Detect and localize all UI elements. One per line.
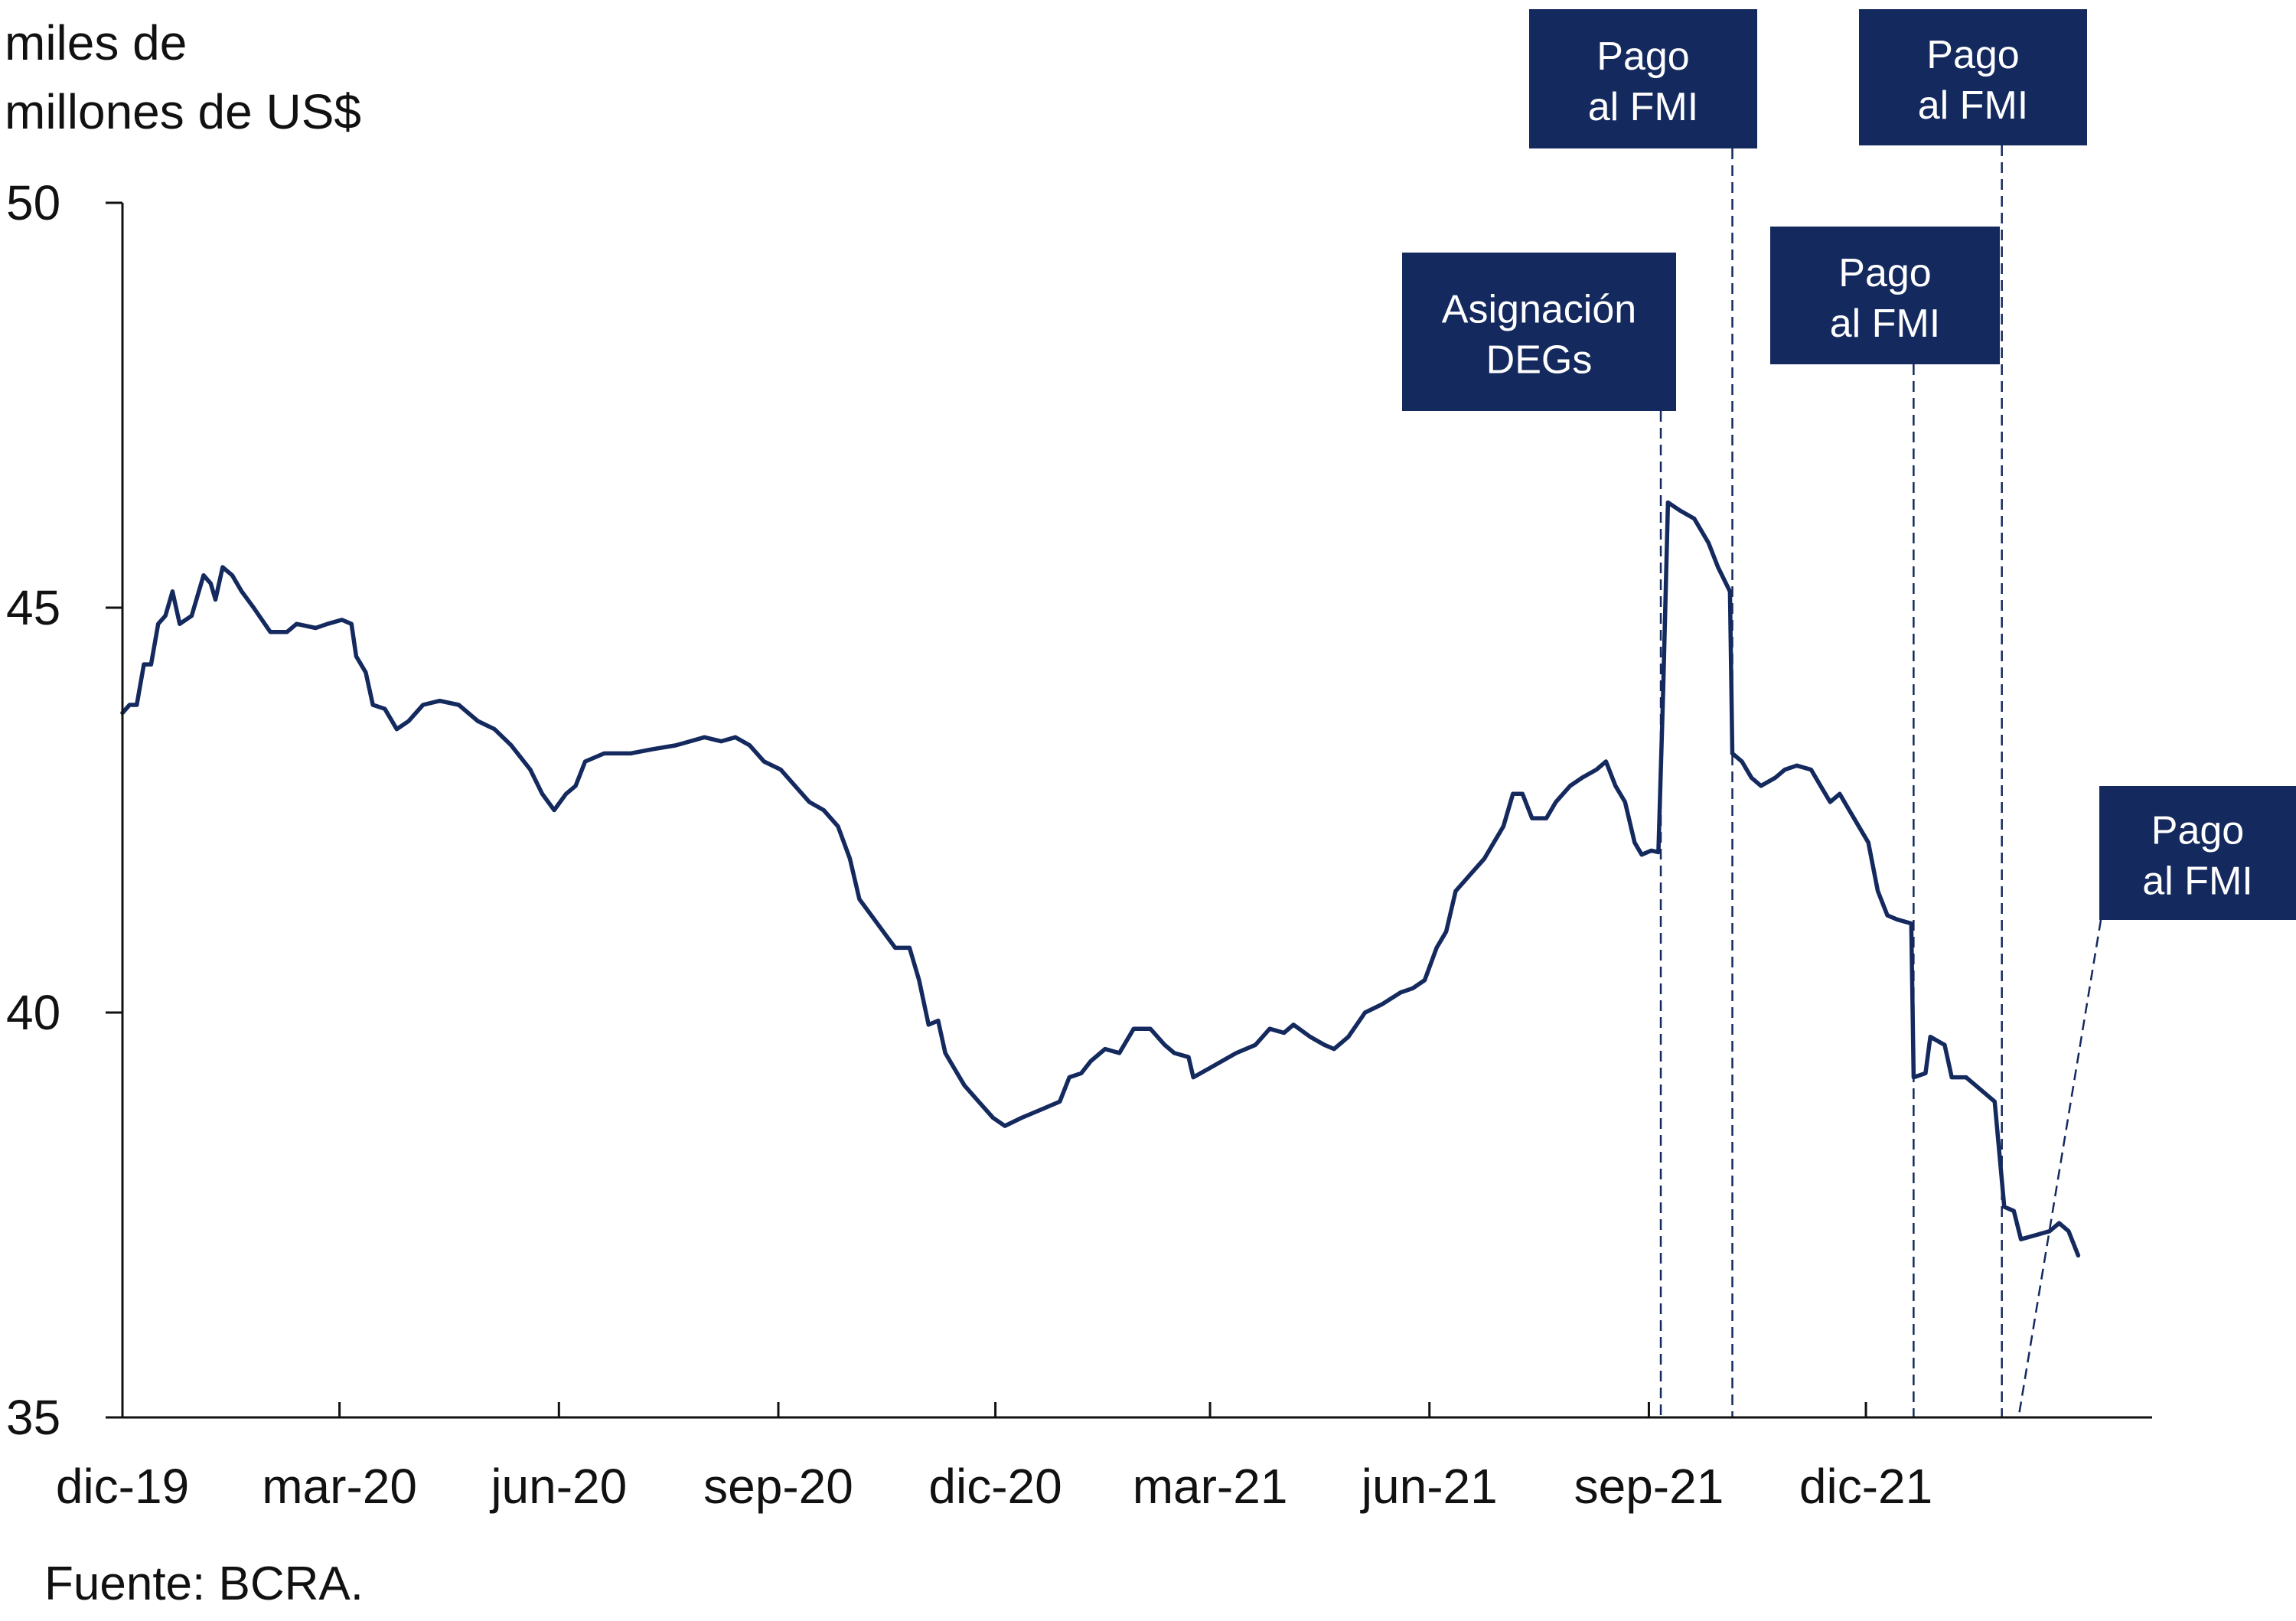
y-tick-label: 40 [6, 985, 60, 1040]
source-note: Fuente: BCRA. [44, 1557, 364, 1610]
y-axis-title: miles de millones de US$ [5, 15, 361, 139]
annotation-guide-line [2017, 919, 2102, 1418]
annotation-text: DEGs [1486, 338, 1593, 383]
x-tick-label: sep-20 [703, 1459, 853, 1514]
y-tick-label: 35 [6, 1390, 60, 1445]
annotation-box [1402, 253, 1676, 411]
x-tick-label: sep-21 [1574, 1459, 1724, 1514]
x-axis: dic-19 mar-20 jun-20 sep-20 dic-20 mar-21 jun-… [56, 1402, 1932, 1514]
y-axis-title-line-2: millones de US$ [5, 84, 361, 139]
annotation-text: Pago [1596, 34, 1689, 79]
x-tick-label: dic-19 [56, 1459, 189, 1514]
annotation-callout: Pago al FMI [1770, 227, 2000, 1417]
annotation-callout: Asignación DEGs [1402, 253, 1676, 1417]
annotation-text: al FMI [1588, 85, 1698, 129]
annotation-text: Pago [1838, 251, 1931, 295]
annotations: Asignación DEGs Pago al FMI Pago al FMI Pago al… [1402, 9, 2296, 1418]
y-tick-label: 50 [6, 175, 60, 230]
annotation-box [1859, 9, 2087, 145]
annotation-callout: Pago al FMI [2017, 786, 2296, 1418]
x-tick-label: mar-20 [262, 1459, 417, 1514]
y-axis-title-line-1: miles de [5, 15, 187, 70]
annotation-callout: Pago al FMI [1859, 9, 2087, 1417]
x-tick-label: mar-21 [1133, 1459, 1288, 1514]
annotation-text: Pago [1926, 33, 2019, 77]
x-tick-label: dic-21 [1799, 1459, 1932, 1514]
annotation-box [1529, 9, 1757, 148]
series-line [120, 500, 2081, 1258]
x-tick-label: jun-20 [489, 1459, 627, 1514]
annotation-text: al FMI [2142, 859, 2252, 904]
annotation-text: Asignación [1442, 288, 1636, 332]
annotation-box [1770, 227, 2000, 364]
series-group [120, 500, 2081, 1258]
y-tick-label: 45 [6, 580, 60, 635]
annotation-callout: Pago al FMI [1529, 9, 1757, 1417]
annotation-box [2099, 786, 2296, 920]
annotation-text: al FMI [1918, 83, 2028, 128]
y-axis: 35 40 45 50 [6, 175, 122, 1445]
x-tick-label: dic-20 [928, 1459, 1062, 1514]
annotation-text: Pago [2151, 809, 2244, 853]
x-tick-label: jun-21 [1360, 1459, 1498, 1514]
annotation-text: al FMI [1830, 302, 1940, 346]
